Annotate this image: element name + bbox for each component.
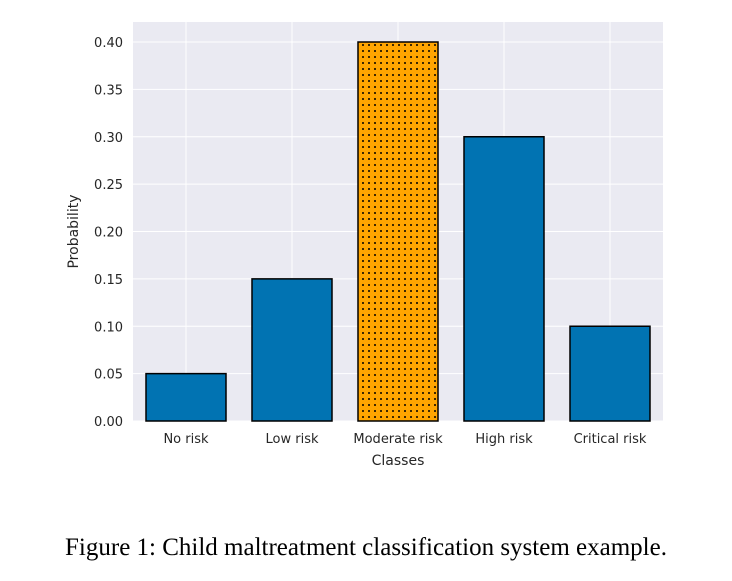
- x-tick-labels: No risk Low risk Moderate risk High risk Cri…: [163, 432, 646, 447]
- y-tick-label: 0.15: [94, 273, 123, 288]
- bar-high-risk: [464, 137, 544, 421]
- x-tick-label: No risk: [163, 432, 209, 447]
- x-tick-label: High risk: [475, 432, 533, 447]
- y-tick-label: 0.00: [94, 415, 123, 430]
- y-axis-label: Probability: [66, 194, 82, 268]
- y-tick-label: 0.20: [94, 226, 123, 241]
- bar-critical-risk: [570, 326, 650, 421]
- y-tick-label: 0.10: [94, 320, 123, 335]
- y-tick-labels: 0.00 0.05 0.10 0.15 0.20 0.25 0.30 0.35 0.40: [94, 36, 123, 430]
- x-tick-label: Low risk: [266, 432, 319, 447]
- bar-no-risk: [146, 374, 226, 421]
- bar-chart: 0.00 0.05 0.10 0.15 0.20 0.25 0.30 0.35 0.40 No …: [0, 0, 732, 500]
- x-axis-label: Classes: [372, 453, 425, 469]
- bar-moderate-risk: [358, 42, 438, 421]
- y-tick-label: 0.40: [94, 36, 123, 51]
- y-tick-label: 0.05: [94, 368, 123, 383]
- y-tick-label: 0.35: [94, 83, 123, 98]
- y-tick-label: 0.30: [94, 131, 123, 146]
- x-tick-label: Moderate risk: [353, 432, 443, 447]
- bar-low-risk: [252, 279, 332, 421]
- y-tick-label: 0.25: [94, 178, 123, 193]
- x-tick-label: Critical risk: [574, 432, 647, 447]
- figure-caption: Figure 1: Child maltreatment classificat…: [0, 534, 732, 562]
